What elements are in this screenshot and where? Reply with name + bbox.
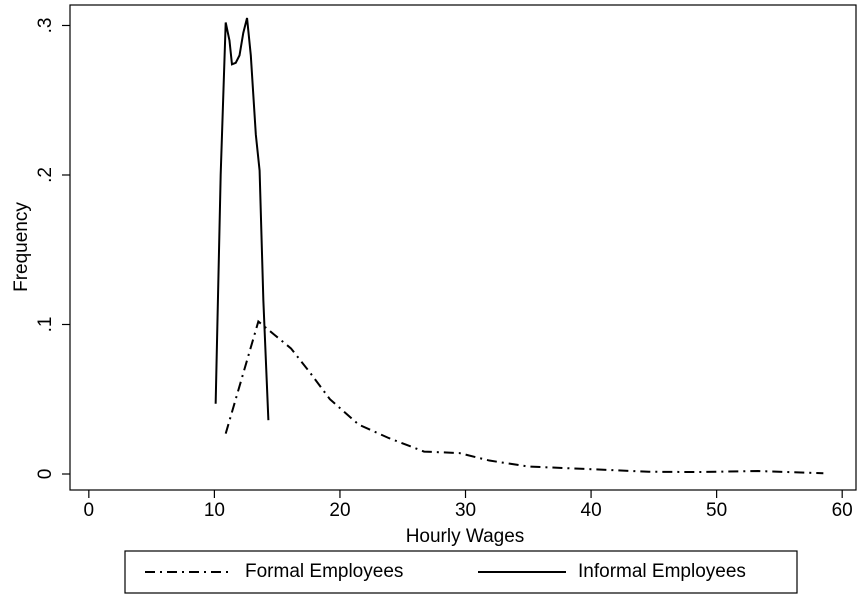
x-axis-label: Hourly Wages	[406, 526, 525, 547]
legend-label: Informal Employees	[578, 561, 746, 582]
y-tick-label: 0	[35, 469, 56, 480]
y-tick-label: .2	[35, 167, 56, 183]
series-line	[214, 17, 270, 421]
y-axis-label: Frequency	[11, 202, 32, 292]
x-tick-label: 60	[832, 500, 853, 521]
legend-label: Formal Employees	[245, 561, 403, 582]
x-tick-label: 30	[455, 500, 476, 521]
legend-box	[124, 550, 798, 594]
x-tick-label: 40	[581, 500, 602, 521]
x-tick-label: 20	[329, 500, 350, 521]
y-tick-label: .1	[35, 317, 56, 333]
series-line	[224, 319, 824, 475]
plot-frame	[69, 4, 857, 491]
x-tick-label: 50	[706, 500, 727, 521]
x-tick-label: 0	[84, 500, 95, 521]
x-tick-label: 10	[204, 500, 225, 521]
y-tick-label: .3	[35, 18, 56, 34]
